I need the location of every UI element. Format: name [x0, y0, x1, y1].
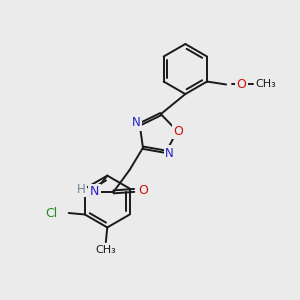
Text: O: O [174, 124, 184, 137]
Text: Cl: Cl [45, 206, 58, 220]
Text: CH₃: CH₃ [256, 80, 276, 89]
Text: O: O [138, 184, 148, 197]
Text: N: N [90, 185, 99, 198]
Text: O: O [236, 78, 246, 91]
Text: N: N [165, 147, 174, 160]
Text: H: H [77, 183, 85, 196]
Text: CH₃: CH₃ [95, 245, 116, 255]
Text: N: N [132, 116, 140, 129]
